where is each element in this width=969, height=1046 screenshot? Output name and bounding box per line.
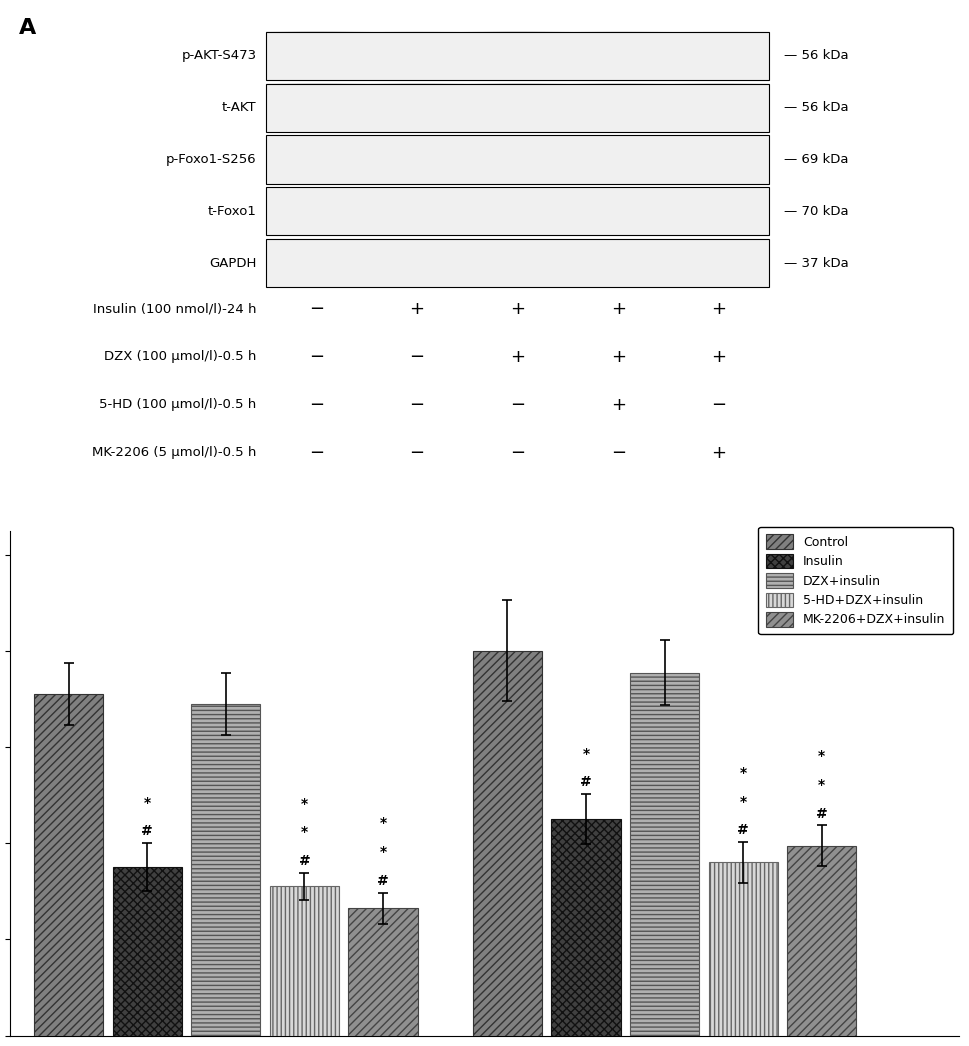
Text: +: + [511, 347, 525, 366]
Bar [787, 845, 857, 1036]
Text: *: * [818, 749, 826, 763]
Legend: Control, Insulin, DZX+insulin, 5-HD+DZX+insulin, MK-2206+DZX+insulin: Control, Insulin, DZX+insulin, 5-HD+DZX+… [758, 527, 953, 634]
Text: *: * [739, 766, 747, 779]
Text: −: − [711, 395, 727, 414]
Text: p-AKT-S473: p-AKT-S473 [181, 49, 257, 62]
Text: *: * [380, 816, 387, 831]
Text: — 56 kDa: — 56 kDa [784, 49, 848, 62]
Text: −: − [309, 347, 324, 366]
Text: *: * [380, 845, 387, 859]
Bar [34, 695, 104, 1036]
Text: −: − [309, 444, 324, 461]
Text: *: * [300, 796, 308, 811]
Text: −: − [610, 444, 626, 461]
Text: A: A [19, 18, 37, 38]
Bar [630, 673, 700, 1036]
Text: — 37 kDa: — 37 kDa [784, 257, 849, 270]
Text: *: * [739, 795, 747, 809]
Bar [708, 863, 778, 1036]
Bar [349, 908, 418, 1036]
Text: GAPDH: GAPDH [209, 257, 257, 270]
Text: −: − [309, 395, 324, 414]
Text: — 69 kDa: — 69 kDa [784, 153, 848, 166]
Text: *: * [143, 796, 151, 810]
Bar [112, 867, 182, 1036]
Bar [266, 31, 769, 79]
Text: #: # [298, 855, 310, 868]
Text: t-Foxo1: t-Foxo1 [207, 205, 257, 218]
Text: +: + [711, 299, 727, 318]
Text: *: * [818, 778, 826, 792]
Text: DZX (100 μmol/l)-0.5 h: DZX (100 μmol/l)-0.5 h [105, 350, 257, 363]
Text: — 56 kDa: — 56 kDa [784, 101, 848, 114]
Text: −: − [309, 299, 324, 318]
Text: #: # [377, 873, 389, 888]
Text: t-AKT: t-AKT [222, 101, 257, 114]
Text: +: + [711, 444, 727, 461]
Text: −: − [510, 444, 525, 461]
Bar [266, 84, 769, 132]
Bar [551, 819, 620, 1036]
Bar [266, 240, 769, 288]
Text: +: + [410, 299, 424, 318]
Text: p-Foxo1-S256: p-Foxo1-S256 [166, 153, 257, 166]
Text: — 70 kDa: — 70 kDa [784, 205, 848, 218]
Text: −: − [410, 444, 424, 461]
Bar [269, 887, 339, 1036]
Bar [473, 651, 542, 1036]
Text: +: + [511, 299, 525, 318]
Text: +: + [610, 299, 626, 318]
Text: #: # [141, 824, 153, 839]
Text: *: * [582, 747, 589, 760]
Text: −: − [510, 395, 525, 414]
Text: −: − [410, 347, 424, 366]
Text: +: + [610, 347, 626, 366]
Text: MK-2206 (5 μmol/l)-0.5 h: MK-2206 (5 μmol/l)-0.5 h [92, 447, 257, 459]
Text: −: − [410, 395, 424, 414]
Text: 5-HD (100 μmol/l)-0.5 h: 5-HD (100 μmol/l)-0.5 h [100, 399, 257, 411]
Text: *: * [300, 825, 308, 839]
Text: #: # [737, 823, 749, 838]
Text: #: # [816, 806, 828, 821]
Bar [266, 187, 769, 235]
Bar [266, 136, 769, 183]
Text: +: + [711, 347, 727, 366]
Text: +: + [610, 395, 626, 414]
Text: Insulin (100 nmol/l)-24 h: Insulin (100 nmol/l)-24 h [93, 302, 257, 315]
Bar [191, 704, 261, 1036]
Text: #: # [580, 775, 592, 790]
